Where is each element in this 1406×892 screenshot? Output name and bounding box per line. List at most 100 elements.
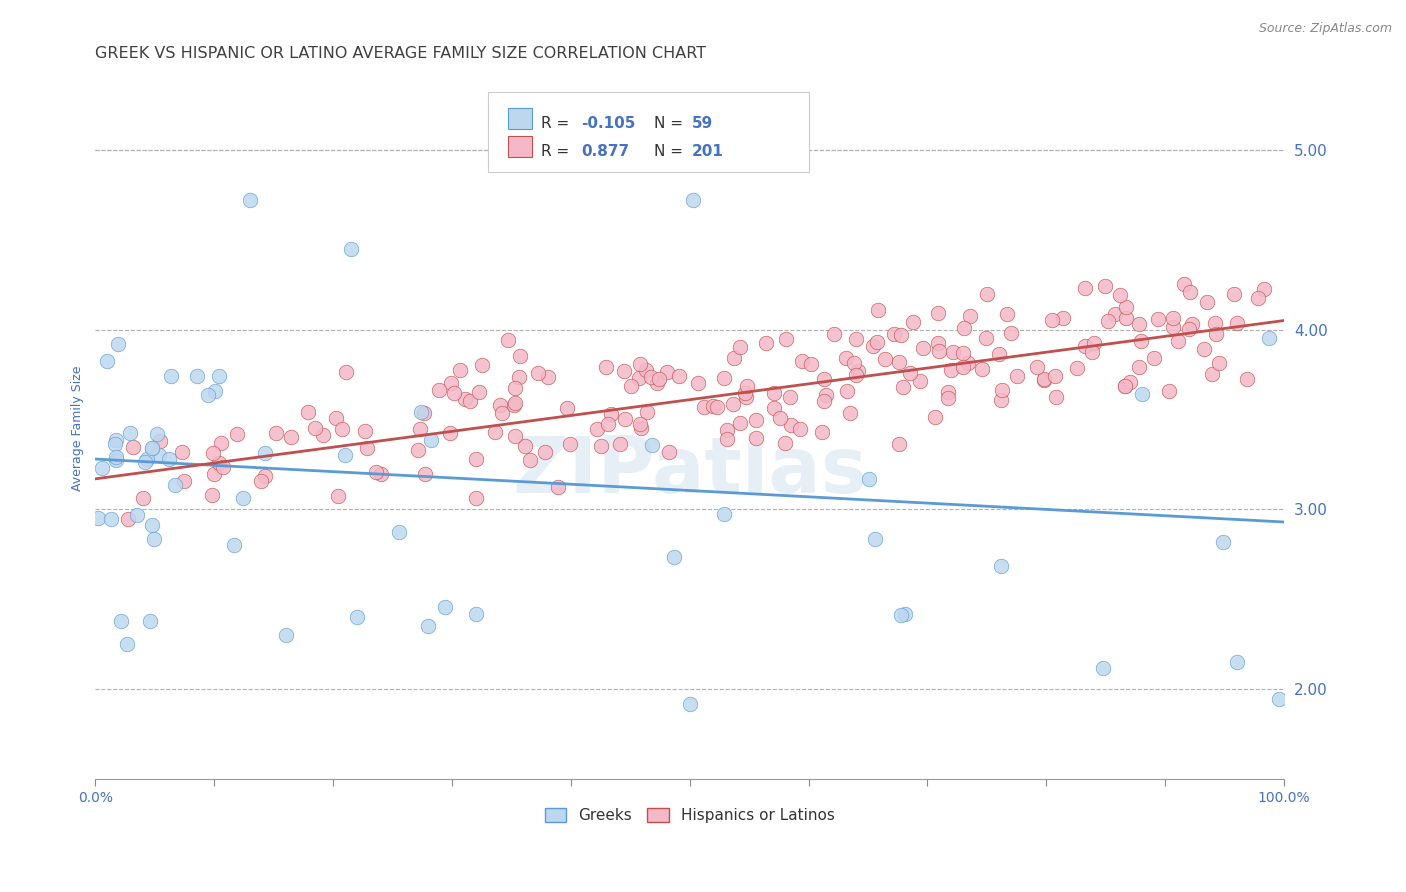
Point	[648, 372, 671, 386]
Point	[139, 614, 162, 628]
Point	[745, 413, 768, 427]
Point	[1074, 339, 1097, 353]
Point	[641, 438, 664, 452]
Point	[835, 351, 858, 366]
Point	[254, 446, 277, 460]
Point	[1208, 356, 1230, 370]
Point	[844, 356, 866, 370]
Text: ZIPatlas: ZIPatlas	[512, 433, 868, 508]
Point	[762, 385, 785, 400]
Point	[628, 357, 651, 371]
Point	[1180, 285, 1202, 299]
Point	[117, 512, 139, 526]
Point	[1040, 313, 1063, 327]
Text: R =: R =	[541, 144, 574, 159]
Point	[596, 417, 619, 431]
Text: GREEK VS HISPANIC OR LATINO AVERAGE FAMILY SIZE CORRELATION CHART: GREEK VS HISPANIC OR LATINO AVERAGE FAMI…	[96, 46, 706, 62]
Point	[464, 491, 486, 506]
Text: 0.877: 0.877	[582, 144, 630, 159]
Point	[503, 398, 526, 412]
Point	[165, 478, 187, 492]
Bar	[508, 136, 531, 157]
Point	[1204, 316, 1226, 330]
Point	[197, 388, 219, 402]
Point	[143, 533, 166, 547]
Point	[630, 421, 652, 435]
Point	[1097, 313, 1119, 327]
Point	[100, 512, 122, 526]
Point	[332, 422, 354, 436]
Point	[226, 426, 249, 441]
Point	[148, 448, 170, 462]
Point	[458, 394, 481, 409]
Point	[775, 332, 797, 346]
Point	[519, 453, 541, 467]
Point	[1066, 361, 1088, 376]
Point	[1083, 335, 1105, 350]
Point	[868, 303, 890, 318]
FancyBboxPatch shape	[488, 92, 808, 172]
Point	[1128, 317, 1150, 331]
Point	[547, 480, 569, 494]
Bar	[508, 108, 531, 128]
Point	[823, 326, 845, 341]
Point	[693, 400, 716, 414]
Point	[415, 467, 437, 482]
Point	[1212, 535, 1234, 549]
Point	[890, 608, 912, 623]
Point	[1033, 372, 1056, 386]
Point	[366, 465, 388, 479]
Point	[1074, 281, 1097, 295]
Point	[755, 335, 778, 350]
Point	[735, 390, 758, 404]
Point	[1253, 282, 1275, 296]
Text: -0.105: -0.105	[582, 116, 636, 131]
Point	[763, 401, 786, 415]
Point	[433, 599, 456, 614]
Point	[1205, 326, 1227, 341]
Point	[356, 441, 378, 455]
Point	[790, 354, 813, 368]
Point	[201, 446, 224, 460]
Point	[127, 508, 149, 523]
Point	[1257, 331, 1279, 345]
Text: Source: ZipAtlas.com: Source: ZipAtlas.com	[1258, 22, 1392, 36]
Point	[110, 614, 132, 628]
Point	[815, 388, 838, 402]
Point	[628, 371, 651, 385]
Point	[491, 406, 513, 420]
Point	[745, 431, 768, 445]
Point	[686, 376, 709, 391]
Point	[118, 426, 141, 441]
Point	[420, 433, 443, 447]
Text: N =: N =	[654, 144, 688, 159]
Point	[1167, 334, 1189, 348]
Point	[901, 315, 924, 329]
Point	[734, 385, 756, 400]
Point	[122, 440, 145, 454]
Point	[157, 451, 180, 466]
Point	[471, 359, 494, 373]
Point	[991, 383, 1014, 397]
Point	[254, 468, 277, 483]
Point	[1173, 277, 1195, 291]
Point	[406, 442, 429, 457]
Point	[280, 430, 302, 444]
Point	[846, 363, 869, 377]
Point	[274, 628, 297, 642]
Point	[1081, 344, 1104, 359]
Point	[780, 418, 803, 433]
Point	[928, 344, 950, 359]
Point	[484, 425, 506, 439]
Point	[264, 426, 287, 441]
Point	[956, 356, 979, 370]
Point	[172, 445, 194, 459]
Point	[186, 369, 208, 384]
Point	[835, 384, 858, 398]
Point	[645, 376, 668, 390]
Point	[1147, 312, 1170, 326]
Point	[202, 467, 225, 482]
Point	[595, 360, 617, 375]
Point	[558, 436, 581, 450]
Text: R =: R =	[541, 116, 574, 131]
